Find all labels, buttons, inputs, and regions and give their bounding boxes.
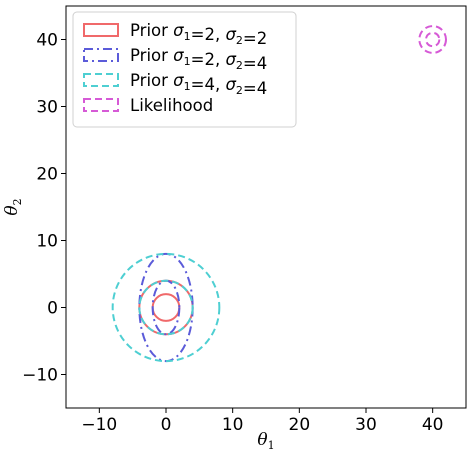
x-tick-label: 0	[161, 415, 172, 435]
x-axis-label-subscript: 1	[268, 439, 275, 452]
x-tick-label: 10	[222, 415, 244, 435]
legend-label-math: =2,	[191, 25, 226, 44]
legend-swatch	[83, 23, 119, 37]
y-tick-label: 0	[47, 299, 58, 319]
contour-ellipse-series-2-level-0	[138, 279, 194, 336]
legend-label-math: σ	[173, 46, 184, 65]
legend-label-math: σ	[173, 71, 184, 90]
legend-label: Prior σ1=4, σ2=4	[130, 71, 267, 98]
x-tick-label: 40	[422, 415, 444, 435]
y-tick-label: 40	[36, 31, 58, 51]
y-axis-label: θ2	[2, 198, 24, 215]
axis-ticks: −10 0 10 20 30 40 −10 0 10 20 30 40	[22, 31, 443, 436]
y-axis-label-symbol: θ	[2, 205, 22, 215]
legend-swatch	[83, 48, 119, 62]
legend-label-math: =4,	[191, 75, 226, 94]
legend-swatch	[83, 98, 119, 112]
legend-label-math: σ	[225, 75, 236, 94]
contour-ellipse-series-1-level-0	[151, 279, 181, 336]
legend-label-math: 2	[236, 59, 243, 72]
y-tick-label: −10	[22, 366, 58, 386]
contour-ellipse-series-3-level-1	[418, 25, 447, 54]
legend-box	[72, 11, 297, 128]
legend-label-math: σ	[225, 50, 236, 69]
contour-ellipse-series-2-level-1	[111, 252, 221, 363]
legend-label-math: =2	[243, 29, 267, 48]
legend-label-math: =2,	[191, 50, 226, 69]
legend-label-math: =4	[243, 54, 267, 73]
y-tick-label: 10	[36, 232, 58, 252]
legend-label-math: σ	[173, 21, 184, 40]
legend-label-math: 1	[184, 55, 191, 68]
y-tick-label: 20	[36, 165, 58, 185]
legend-label-math: σ	[225, 25, 236, 44]
x-tick-label: 30	[355, 415, 377, 435]
x-axis-label: θ1	[257, 430, 274, 452]
legend-label-prefix: Prior	[130, 21, 173, 40]
contour-ellipse-series-1-level-1	[138, 252, 194, 363]
legend-label-prefix: Prior	[130, 46, 173, 65]
legend-label: Prior σ1=2, σ2=4	[130, 46, 267, 73]
legend-label-math: 1	[184, 80, 191, 93]
contour-ellipse-series-0-level-0	[151, 293, 181, 322]
legend-label: Likelihood	[130, 96, 213, 115]
legend-label-math: 2	[236, 84, 243, 97]
x-tick-label: 20	[289, 415, 311, 435]
y-axis-label-subscript: 2	[11, 198, 24, 205]
plot-frame	[65, 5, 467, 409]
legend-swatch	[83, 73, 119, 87]
legend-label: Prior σ1=2, σ2=2	[130, 21, 267, 48]
x-axis-label-symbol: θ	[257, 430, 267, 450]
legend-label-prefix: Prior	[130, 71, 173, 90]
legend-label-prefix: Likelihood	[130, 96, 213, 115]
chart-marks	[111, 25, 447, 363]
x-tick-label: −10	[81, 415, 117, 435]
y-tick-label: 30	[36, 98, 58, 118]
legend-label-math: 2	[236, 34, 243, 47]
contour-ellipse-series-3-level-0	[425, 31, 441, 48]
legend-label-math: 1	[184, 30, 191, 43]
legend-label-math: =4	[243, 79, 267, 98]
